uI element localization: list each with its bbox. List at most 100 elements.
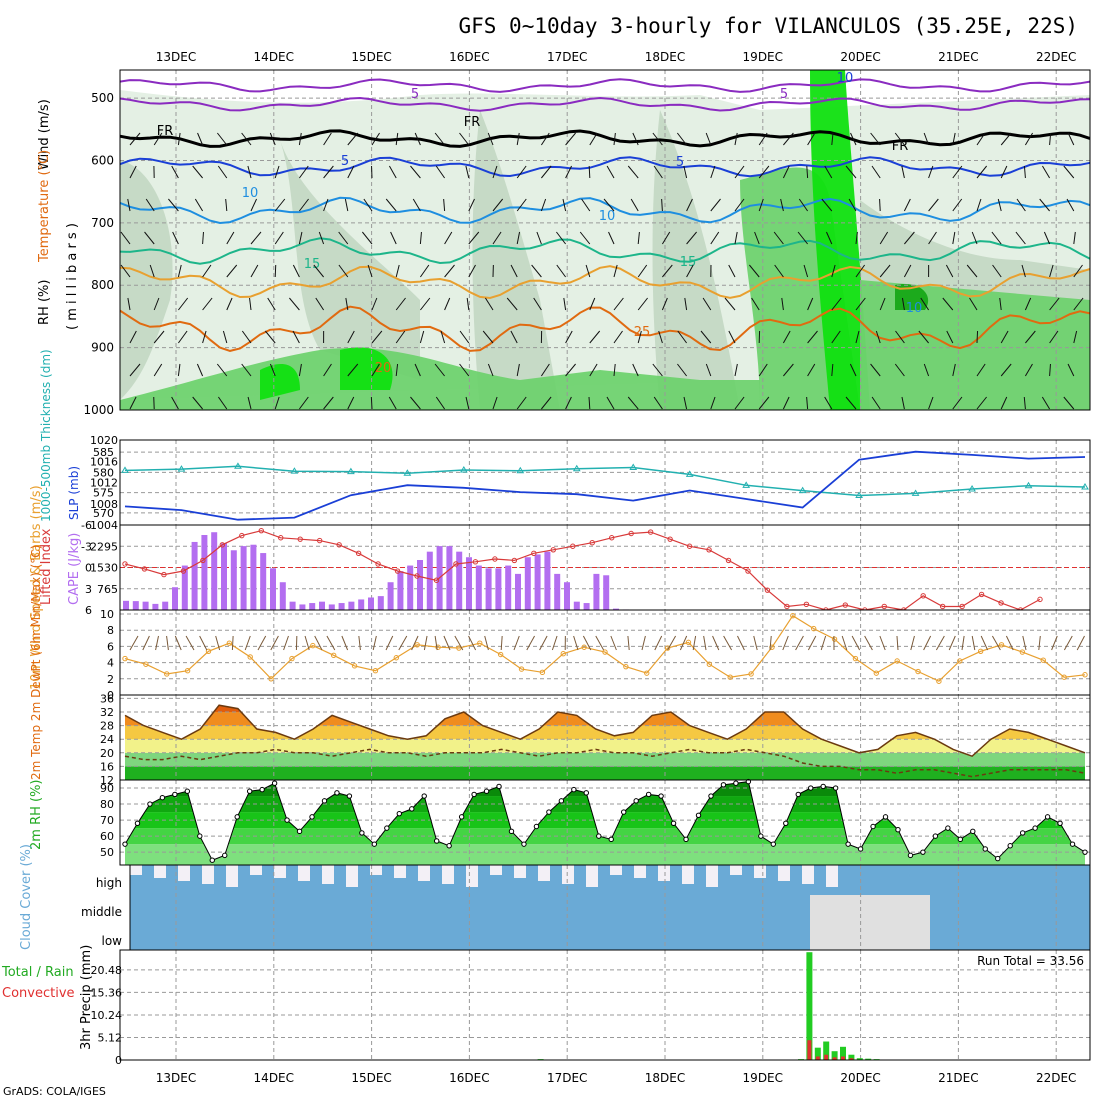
wind-barb [686,231,697,245]
rh-marker [359,830,365,836]
rh-tick: 60 [100,830,114,843]
wind-barb [556,264,567,278]
wind-barb [434,363,445,377]
cloud-gap-high [274,865,286,878]
wind-barb [388,165,397,179]
wind-barb [323,363,332,377]
wind-barb [149,264,155,278]
wind-barb [177,264,182,278]
wind-barb [976,396,987,410]
rh-marker [745,778,752,785]
bottom-date-labels: 13DEC 14DEC 15DEC 16DEC 17DEC 18DEC 19DEC 20DEC… [156,1071,1077,1085]
cape-bar [201,535,208,610]
wind-barb [637,297,648,311]
wind-barb [702,297,712,311]
cape-bar [495,568,502,610]
wind-barb [541,165,552,179]
cloud-gap-high [250,865,262,875]
rh-marker [770,841,777,847]
wind-barb [841,635,848,651]
stability-panel: -6 -3 0 3 6 2295 1530 765 [81,519,1091,617]
lifted-marker [531,550,537,557]
wind-barb [1043,231,1051,245]
date-label-21DEC: 21DEC [938,1071,978,1085]
cape-tick: 765 [97,583,118,596]
wind-barb [710,198,721,212]
ylabel-slp: SLP (mb) [67,466,81,520]
wind-barb [971,635,976,651]
wind-barb [1005,635,1014,651]
rh-marker [945,825,951,831]
wind-barb [323,132,332,146]
wind-barb [588,396,591,410]
wind-barb [454,635,464,651]
wind-barb [177,363,181,377]
rh-shade [340,347,393,390]
slp-tick: 1020 [90,434,118,447]
wind-barb [444,264,455,278]
wind-barb [661,297,668,311]
wind-barb [231,635,234,651]
wind-speed-marker [289,655,295,662]
lifted-marker [667,536,673,542]
cloud-gap-high [562,865,574,884]
wind-barb [155,635,159,651]
wind-barb [613,363,616,377]
wind-barb [627,635,630,651]
wind-barb [806,396,809,410]
lifted-marker [784,603,790,610]
ylabel-precip: 3hr Precip (mm) [79,945,94,1050]
cape-bar [456,551,463,610]
thickness-marker [1024,481,1033,489]
rh-shade [260,364,300,400]
wind-barb [845,396,857,410]
thick-tick: 585 [93,446,114,459]
wind-barb [482,330,494,344]
cape-bar [515,573,521,610]
wind-speed-marker [184,668,191,674]
ylabel-lifted: Lifted Index [39,528,54,605]
rh-marker [172,791,178,798]
yt-1000: 1000 [83,403,114,417]
cape-bar [191,541,198,610]
thickness-line [124,465,1086,497]
lifted-marker [433,577,440,583]
wind-speed-marker [936,678,942,684]
wind-barb [1025,330,1036,344]
wind-barb [677,330,688,344]
thickness-marker [855,491,864,498]
wind-barb [506,297,518,311]
wind-barb [129,396,137,410]
wind-barb [347,132,359,146]
wind-barb [999,297,1002,311]
wind-barb [942,297,954,311]
cape-bar [544,551,551,610]
wind-barb [1073,297,1084,311]
wind-barb [215,635,221,651]
precip-total-bar [856,1058,863,1060]
lifted-marker [706,547,712,553]
cape-bar [358,599,365,610]
wind-barb [216,363,228,377]
wind-barb [466,297,470,311]
wind-barb [573,635,579,651]
wind-barb [831,330,841,344]
wind-barb [1049,363,1051,377]
wind-speed-marker [664,645,671,651]
rh-marker [197,833,203,839]
wind-barb [516,231,521,245]
wind-tick: 10 [100,608,114,621]
wind-barb [637,330,642,344]
wind-barb [174,635,182,651]
date-label-22DEC: 22DEC [1036,1071,1076,1085]
date-label-18DEC: 18DEC [645,50,685,64]
wind-barb [901,396,905,410]
wind-barb [142,635,150,651]
wind-barb [153,297,160,311]
wind-barb [172,231,179,245]
temp-tick: 28 [100,720,114,733]
wind-barb [991,635,1001,651]
wind-barb [748,264,760,278]
wind-barb [903,264,912,278]
